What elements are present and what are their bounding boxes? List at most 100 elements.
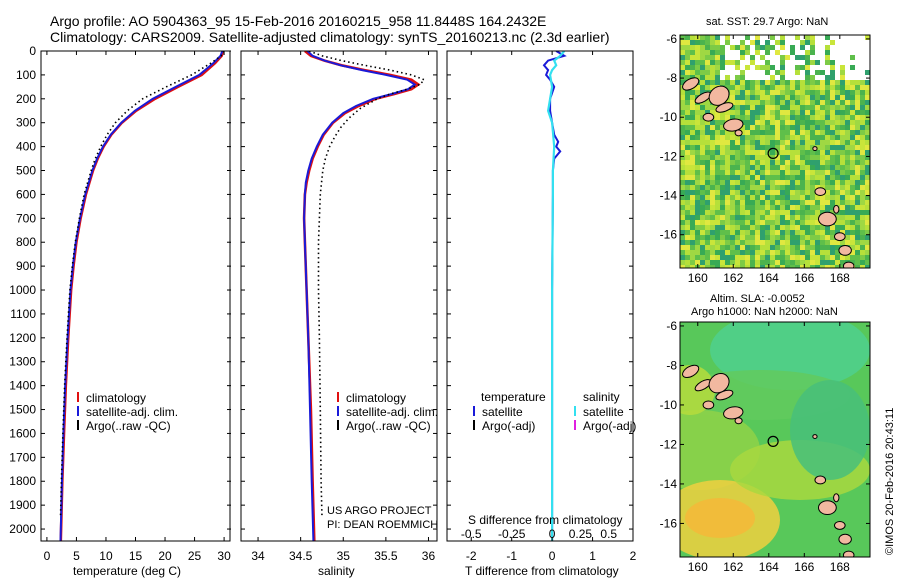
sst-cell <box>690 50 695 55</box>
sst-cell <box>835 190 840 195</box>
sst-cell <box>730 85 735 90</box>
sst-cell <box>680 215 685 220</box>
sst-cell <box>685 70 690 75</box>
sst-cell <box>770 130 775 135</box>
sst-cell <box>770 45 775 50</box>
sst-cell <box>710 265 715 268</box>
sst-cell <box>755 170 760 175</box>
sst-cell <box>815 250 820 255</box>
sst-cell <box>740 200 745 205</box>
sst-cell <box>755 45 760 50</box>
sst-cell <box>680 190 685 195</box>
sst-cell <box>715 250 720 255</box>
sst-cell <box>815 65 820 70</box>
sst-cell <box>735 170 740 175</box>
sst-cell <box>825 170 830 175</box>
sst-cell <box>840 165 845 170</box>
sst-cell <box>850 75 855 80</box>
sst-cell <box>820 210 825 215</box>
sst-cell <box>705 260 710 265</box>
sst-cell <box>850 200 855 205</box>
sst-cell <box>755 115 760 120</box>
sst-cell <box>735 245 740 250</box>
depth-tick-label: 1900 <box>9 498 36 512</box>
sst-cell <box>685 175 690 180</box>
sst-cell <box>685 55 690 60</box>
sst-cell <box>760 90 765 95</box>
sst-cell <box>735 50 740 55</box>
sst-cell <box>690 205 695 210</box>
sst-cell <box>715 50 720 55</box>
sst-cell <box>825 230 830 235</box>
sst-cell <box>820 60 825 65</box>
sst-cell <box>815 235 820 240</box>
sst-cell <box>795 35 800 40</box>
sst-cell <box>725 135 730 140</box>
sst-cell <box>755 130 760 135</box>
sst-cell <box>800 195 805 200</box>
sst-cell <box>865 210 870 215</box>
sst-cell <box>695 90 700 95</box>
sst-cell <box>715 170 720 175</box>
sst-cell <box>790 55 795 60</box>
sst-cell <box>710 45 715 50</box>
sst-cell <box>785 85 790 90</box>
sst-cell <box>865 260 870 265</box>
sst-cell <box>765 235 770 240</box>
sst-cell <box>760 155 765 160</box>
sst-cell <box>765 210 770 215</box>
sst-cell <box>695 145 700 150</box>
sst-cell <box>850 180 855 185</box>
sst-cell <box>750 40 755 45</box>
sst-cell <box>820 225 825 230</box>
sst-cell <box>790 235 795 240</box>
sst-cell <box>785 255 790 260</box>
depth-tick-label: 1300 <box>9 355 36 369</box>
sst-cell <box>835 150 840 155</box>
sst-cell <box>825 180 830 185</box>
sst-cell <box>730 50 735 55</box>
sst-cell <box>755 150 760 155</box>
sst-cell <box>765 240 770 245</box>
sst-cell <box>695 40 700 45</box>
sst-cell <box>810 50 815 55</box>
sst-cell <box>755 165 760 170</box>
sst-cell <box>760 120 765 125</box>
sst-cell <box>810 70 815 75</box>
sst-cell <box>745 65 750 70</box>
sst-cell <box>855 260 860 265</box>
sst-cell <box>860 260 865 265</box>
sst-cell <box>690 265 695 268</box>
sst-cell <box>765 250 770 255</box>
sst-cell <box>715 130 720 135</box>
sst-cell <box>765 165 770 170</box>
sst-cell <box>830 120 835 125</box>
sst-cell <box>810 85 815 90</box>
sst-cell <box>825 205 830 210</box>
sst-cell <box>760 80 765 85</box>
sst-cell <box>680 205 685 210</box>
sst-cell <box>855 195 860 200</box>
sst-cell <box>730 255 735 260</box>
sst-cell <box>685 145 690 150</box>
sst-cell <box>865 45 870 50</box>
sst-cell <box>720 180 725 185</box>
sst-cell <box>800 125 805 130</box>
sst-cell <box>710 260 715 265</box>
sst-cell <box>795 110 800 115</box>
sst-cell <box>860 160 865 165</box>
x-tick-label: 35 <box>337 549 351 563</box>
sst-cell <box>700 235 705 240</box>
sst-cell <box>780 250 785 255</box>
sst-cell <box>770 120 775 125</box>
sst-cell <box>840 175 845 180</box>
sst-cell <box>865 75 870 80</box>
sst-cell <box>680 240 685 245</box>
sst-cell <box>700 190 705 195</box>
sst-cell <box>850 205 855 210</box>
island <box>833 232 846 242</box>
sst-cell <box>730 180 735 185</box>
sst-cell <box>765 260 770 265</box>
island <box>818 211 837 227</box>
sst-cell <box>735 35 740 40</box>
